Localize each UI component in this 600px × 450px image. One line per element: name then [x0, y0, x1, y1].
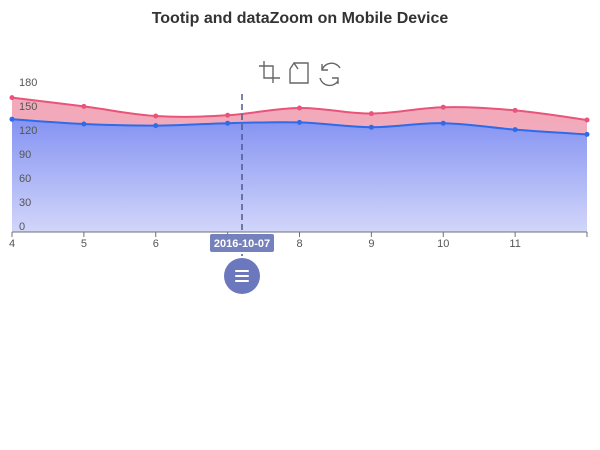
- y-tick-label-1: 30: [19, 197, 31, 209]
- zoom-select-icon[interactable]: [259, 61, 280, 83]
- y-tick-label-2: 60: [19, 173, 31, 185]
- series-1-point-5: [368, 111, 374, 117]
- x-tick-label-5: 9: [368, 238, 374, 250]
- series-2-point-0: [9, 116, 15, 122]
- series-2-point-6: [440, 120, 446, 126]
- x-tick-label-2: 6: [153, 238, 159, 250]
- y-tick-label-4: 120: [19, 125, 37, 137]
- series-2-point-4: [297, 119, 302, 125]
- series-2-point-8: [584, 131, 590, 137]
- y-tick-label-6: 180: [19, 77, 37, 89]
- chart-title: Tootip and dataZoom on Mobile Device: [151, 10, 449, 27]
- series-1-point-2: [153, 113, 159, 119]
- series-2-point-2: [153, 123, 159, 129]
- series-1-point-3: [225, 112, 231, 118]
- y-tick-label-0: 0: [19, 221, 25, 233]
- series-2-point-3: [225, 120, 231, 126]
- axis-pointer-label: 2016-10-07: [214, 238, 270, 250]
- toolbox: [258, 60, 348, 88]
- x-tick-label-1: 5: [81, 238, 87, 250]
- x-tick-label-6: 10: [437, 238, 449, 250]
- series-1-point-8: [584, 117, 590, 123]
- axis-pointer-label-box: [210, 234, 274, 252]
- series-1-point-4: [297, 105, 302, 111]
- series-2-area: [12, 119, 587, 232]
- x-tick-label-7: 11: [509, 238, 520, 250]
- series-2-point-1: [81, 121, 87, 127]
- x-tick-label-4: 8: [296, 238, 302, 250]
- restore-icon[interactable]: [319, 62, 341, 87]
- series-1-point-1: [81, 103, 87, 109]
- x-tick-label-0: 4: [9, 238, 15, 250]
- zoom-back-icon[interactable]: [289, 61, 309, 84]
- series-1-point-7: [512, 107, 518, 113]
- y-tick-label-5: 150: [19, 101, 37, 113]
- series-2-point-7: [512, 127, 518, 133]
- series-2-point-5: [368, 124, 374, 130]
- y-tick-label-3: 90: [19, 149, 31, 161]
- series-1-point-0: [9, 95, 15, 101]
- series-1-point-6: [440, 104, 446, 110]
